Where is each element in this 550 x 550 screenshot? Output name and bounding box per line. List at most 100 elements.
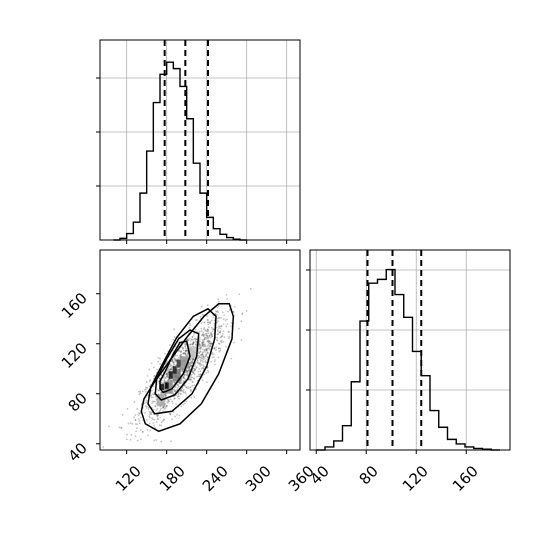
scatter-point — [141, 430, 144, 433]
scatter-point — [176, 395, 179, 398]
scatter-point — [216, 329, 219, 331]
scatter-point — [156, 418, 159, 421]
scatter-point — [159, 416, 162, 419]
scatter-point — [150, 413, 153, 416]
scatter-point — [173, 361, 175, 364]
scatter-point — [220, 316, 222, 319]
scatter-point — [182, 352, 185, 355]
scatter-point — [189, 365, 191, 368]
scatter-point — [183, 343, 186, 346]
scatter-point — [200, 357, 203, 360]
scatter-point — [177, 395, 180, 398]
scatter-point — [222, 323, 225, 326]
scatter-point — [199, 340, 201, 343]
scatter-point — [219, 330, 222, 332]
scatter-point — [216, 317, 219, 320]
scatter-point — [151, 402, 153, 405]
scatter-point — [194, 340, 197, 343]
scatter-point — [202, 343, 204, 346]
scatter-point — [177, 341, 180, 343]
scatter-point — [158, 410, 161, 413]
scatter-point — [153, 418, 156, 421]
scatter-point — [187, 386, 190, 388]
scatter-point — [179, 389, 182, 391]
scatter-point — [201, 351, 204, 354]
scatter-point — [166, 373, 169, 376]
scatter-point — [207, 371, 210, 374]
scatter-point — [200, 344, 203, 347]
scatter-point — [146, 429, 149, 431]
scatter-point — [195, 343, 198, 346]
scatter-point — [204, 344, 207, 347]
scatter-point — [182, 352, 185, 355]
scatter-point — [194, 343, 197, 346]
scatter-point — [201, 313, 204, 316]
scatter-point — [169, 368, 172, 371]
scatter-point — [218, 347, 220, 350]
scatter-y-tick-labels: 40 80 120 160 — [58, 289, 91, 465]
scatter-point — [152, 418, 154, 421]
scatter-point — [176, 388, 179, 391]
scatter-point — [213, 353, 215, 356]
scatter-point — [156, 415, 159, 418]
scatter-point — [185, 347, 187, 350]
scatter-point — [199, 356, 201, 359]
scatter-point — [219, 327, 222, 330]
scatter-point — [184, 350, 187, 352]
scatter-point — [178, 358, 181, 361]
scatter-point — [168, 379, 171, 381]
scatter-point — [218, 331, 221, 333]
scatter-point — [191, 344, 194, 346]
scatter-point — [184, 373, 187, 376]
scatter-point — [198, 344, 201, 346]
scatter-point — [179, 380, 181, 383]
scatter-point — [198, 345, 201, 348]
scatter-point — [135, 430, 137, 433]
scatter-point — [200, 354, 203, 357]
scatter-point — [206, 358, 209, 361]
scatter-point — [191, 336, 194, 338]
scatter-point — [138, 412, 141, 415]
scatter-point — [183, 402, 186, 405]
scatter-point — [163, 419, 165, 421]
scatter-point — [148, 416, 151, 419]
scatter-point — [144, 390, 147, 393]
scatter-point — [169, 412, 172, 415]
scatter-point — [200, 327, 203, 330]
scatter-point — [198, 368, 201, 370]
scatter-point — [200, 353, 202, 356]
scatter-point — [165, 373, 168, 376]
scatter-point — [187, 352, 189, 355]
scatter-point — [166, 379, 169, 382]
scatter-point — [189, 386, 192, 389]
scatter-point — [171, 358, 174, 361]
scatter-point — [199, 362, 202, 365]
scatter-point — [204, 351, 207, 353]
scatter-point — [178, 414, 181, 417]
scatter-point — [174, 415, 176, 418]
scatter-point — [220, 339, 223, 342]
histogram-right-ticks — [306, 269, 467, 454]
scatter-point — [225, 293, 228, 296]
scatter-point — [147, 408, 150, 411]
scatter-point — [144, 411, 146, 414]
scatter-point — [208, 321, 211, 324]
scatter-point — [245, 310, 248, 312]
scatter-point — [190, 389, 192, 391]
scatter-point — [150, 411, 153, 413]
scatter-point — [153, 374, 156, 377]
scatter-point — [177, 393, 180, 396]
scatter-point — [174, 360, 177, 363]
scatter-point — [200, 334, 203, 337]
scatter-point — [184, 350, 187, 352]
scatter-point — [220, 324, 222, 327]
scatter-point — [220, 335, 223, 338]
scatter-point — [137, 418, 140, 420]
density-cell-7 — [168, 371, 173, 379]
scatter-point — [168, 365, 171, 368]
scatter-point — [186, 372, 189, 375]
scatter-point — [199, 350, 202, 353]
scatter-point — [182, 377, 185, 379]
scatter-point — [159, 391, 162, 394]
scatter-point — [166, 400, 169, 403]
